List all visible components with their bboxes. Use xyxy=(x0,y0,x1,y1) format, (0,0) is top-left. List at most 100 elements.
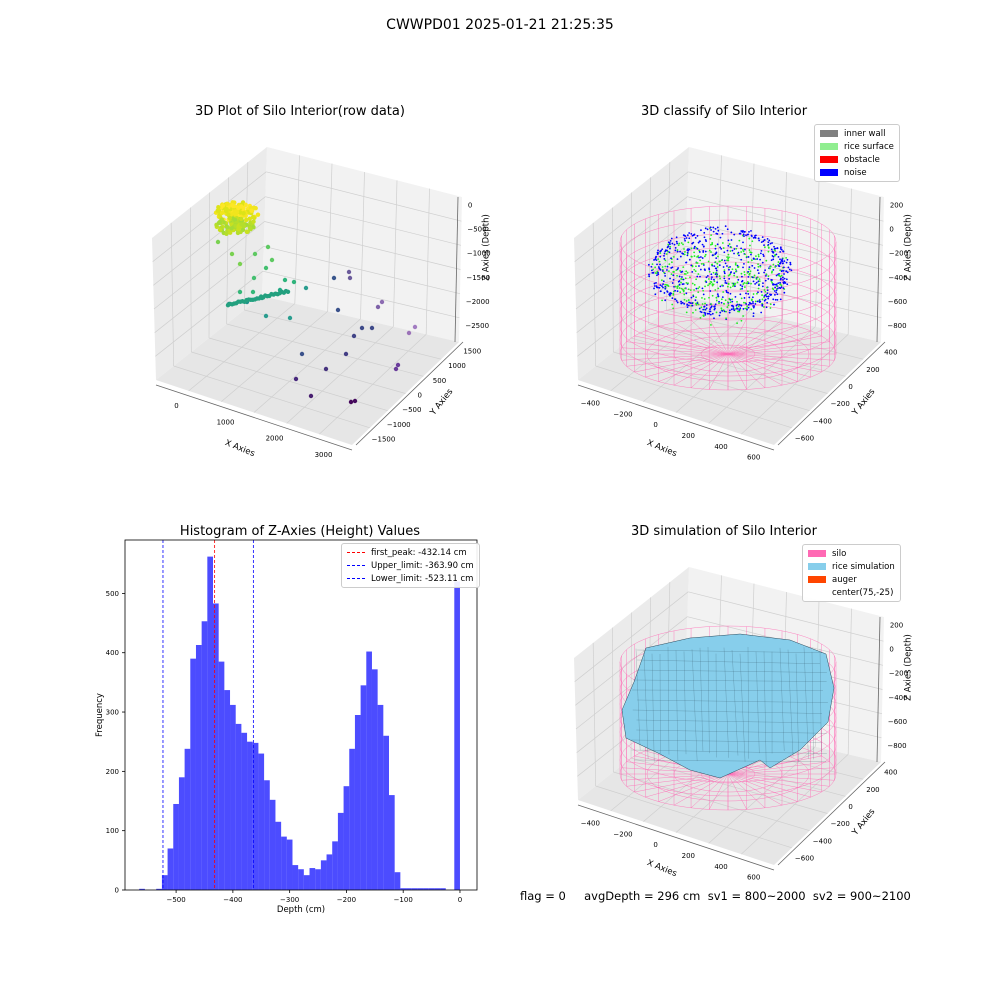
panel2-point xyxy=(674,246,677,249)
panel2-point xyxy=(687,249,690,252)
panel2-point xyxy=(779,281,781,284)
panel2-point xyxy=(735,270,737,273)
panel2-point xyxy=(690,233,693,235)
panel2-point xyxy=(750,229,752,232)
panel2-point xyxy=(743,271,746,273)
panel2-point xyxy=(688,248,691,251)
panel2-point xyxy=(701,297,703,299)
panel2-point xyxy=(703,268,706,271)
histogram-bar xyxy=(428,888,435,890)
histogram-x-tick-label: −100 xyxy=(394,896,413,904)
panel2-point xyxy=(766,289,769,292)
panel2-point xyxy=(708,270,711,273)
panel2-point xyxy=(663,292,666,294)
panel2-point xyxy=(757,255,760,258)
legend-line-swatch xyxy=(347,552,365,553)
panel2-point xyxy=(658,286,661,289)
panel2-point xyxy=(751,299,753,302)
panel2-point xyxy=(785,270,788,273)
panel2-point xyxy=(721,242,724,244)
panel1-x-axis-line xyxy=(155,384,353,451)
panel4-mesh-line xyxy=(637,699,828,703)
panel2-point xyxy=(780,274,783,277)
panel2-point xyxy=(782,278,784,281)
panel2-point xyxy=(789,263,792,266)
panel2-point xyxy=(693,255,696,257)
panel2-point xyxy=(778,273,780,275)
panel2-point xyxy=(698,265,700,267)
panel2-point xyxy=(661,279,663,282)
legend-entry: inner wall xyxy=(820,127,894,140)
panel2-point xyxy=(763,239,766,241)
panel2-point xyxy=(719,311,722,314)
panel2-point xyxy=(775,253,778,256)
histogram-bar xyxy=(230,704,236,890)
panel2-point xyxy=(655,255,657,258)
panel4-z-tick-label: 200 xyxy=(890,621,903,629)
panel2-point xyxy=(717,295,720,298)
panel2-point xyxy=(747,261,750,264)
legend-entry: rice simulation xyxy=(808,560,895,573)
panel2-point xyxy=(693,245,696,248)
panel2-point xyxy=(693,251,696,254)
panel2-point xyxy=(743,297,746,299)
panel2-point xyxy=(728,256,730,259)
panel2-point xyxy=(740,251,743,253)
panel2-point xyxy=(741,275,743,278)
panel2-point xyxy=(709,238,712,240)
panel1-point xyxy=(375,304,381,310)
panel2-point xyxy=(767,275,770,278)
panel2-point xyxy=(681,270,684,273)
panel1-point xyxy=(291,279,297,285)
panel2-point xyxy=(671,282,674,284)
panel1-point xyxy=(238,210,243,215)
panel2-point xyxy=(672,255,675,258)
panel1-point xyxy=(282,277,288,283)
panel2-point xyxy=(700,263,703,265)
panel4-3d-simulation: −400 −200 0 200 400 600 400 200 0 −200 −400 −600 200… xyxy=(574,567,914,882)
panel2-point xyxy=(697,303,700,306)
panel2-point xyxy=(684,287,687,290)
panel4-mesh-line xyxy=(715,653,717,758)
panel1-point xyxy=(263,265,269,271)
panel2-point xyxy=(652,271,655,274)
histogram-bar xyxy=(366,651,372,890)
panel2-point xyxy=(726,285,729,288)
panel2-point xyxy=(685,270,688,273)
panel2-point xyxy=(688,237,691,240)
panel2-point xyxy=(742,233,745,236)
panel2-point xyxy=(779,258,781,261)
histogram-bar xyxy=(275,821,282,890)
legend-label: auger xyxy=(832,574,857,585)
panel2-point xyxy=(777,282,780,285)
panel1-point xyxy=(239,204,244,209)
panel2-point xyxy=(714,247,717,250)
panel2-point xyxy=(743,301,745,304)
panel2-x-tick-label: −400 xyxy=(581,399,600,407)
panel2-point xyxy=(746,290,749,293)
panel2-point xyxy=(745,292,747,295)
panel2-point xyxy=(669,292,672,294)
panel2-point xyxy=(685,237,688,239)
panel2-point xyxy=(672,293,675,296)
panel1-point xyxy=(351,333,357,339)
panel2-point xyxy=(664,287,667,290)
panel2-y-axis-label: Y Axies xyxy=(850,387,878,419)
panel2-point xyxy=(756,300,759,303)
panel2-point xyxy=(678,242,681,245)
panel2-point xyxy=(744,230,746,233)
panel2-point xyxy=(729,298,732,301)
panel2-point xyxy=(764,274,767,277)
panel1-y-tick-label: 0 xyxy=(418,392,422,400)
panel2-point xyxy=(734,262,737,265)
panel2-point xyxy=(710,305,713,308)
panel2-point xyxy=(774,254,776,257)
histogram-y-tick-label: 0 xyxy=(115,887,119,895)
panel2-point xyxy=(664,283,667,286)
panel2-point xyxy=(661,248,664,251)
panel1-point xyxy=(369,325,375,331)
panel2-point xyxy=(788,268,791,271)
panel2-point xyxy=(668,243,671,246)
panel2-point xyxy=(700,311,703,314)
panel2-point xyxy=(684,277,687,280)
